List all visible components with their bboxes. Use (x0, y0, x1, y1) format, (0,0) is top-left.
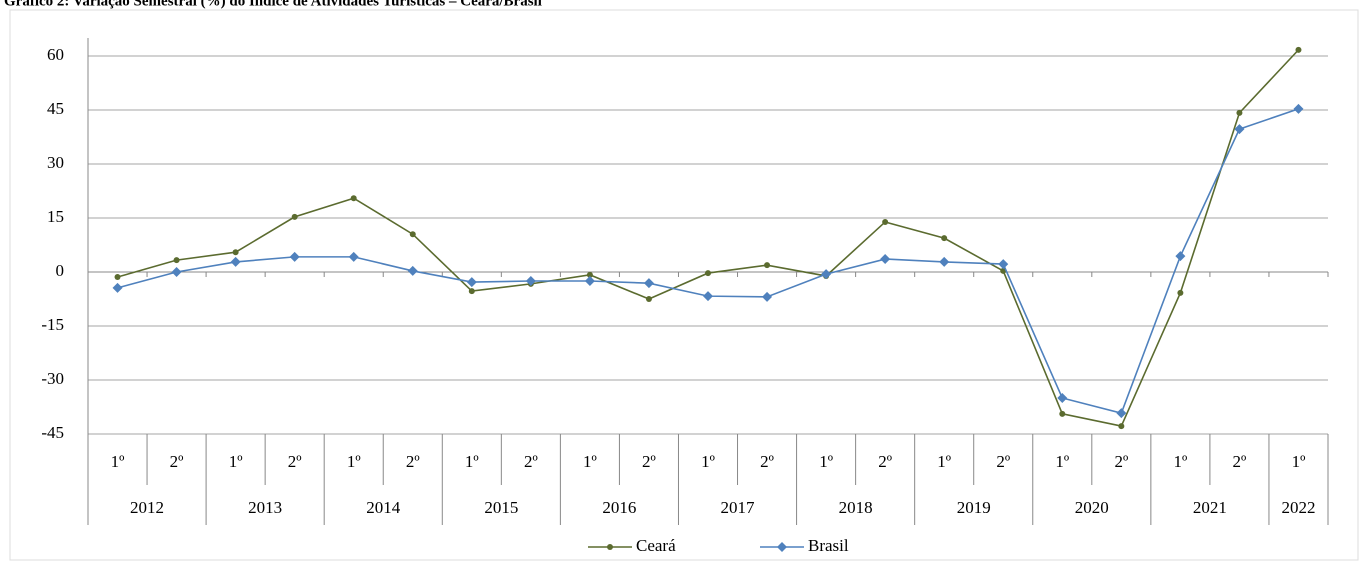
point (468, 288, 475, 295)
point (1175, 251, 1186, 262)
point (525, 276, 536, 286)
point (821, 269, 832, 280)
x-tick-label: 2º (1233, 452, 1247, 471)
legend-marker (777, 542, 787, 552)
point (407, 265, 418, 276)
point (586, 271, 593, 278)
x-tick-label: 2º (288, 452, 302, 471)
chart-border (9, 9, 1359, 561)
x-group-label: 2012 (130, 498, 164, 517)
y-tick-label: -30 (41, 369, 64, 388)
point (291, 213, 298, 220)
point (350, 195, 357, 202)
x-tick-label: 1º (229, 452, 243, 471)
legend-marker (607, 544, 613, 550)
x-group-label: 2022 (1281, 498, 1315, 517)
y-tick-label: -45 (41, 423, 64, 442)
x-tick-label: 1º (111, 452, 125, 471)
point (880, 254, 891, 265)
point (762, 291, 773, 302)
x-tick-label: 1º (465, 452, 479, 471)
point (998, 259, 1009, 270)
point (1116, 408, 1127, 419)
point (1295, 46, 1302, 53)
point (230, 256, 241, 267)
x-group-label: 2015 (484, 498, 518, 517)
point (1057, 393, 1068, 403)
point (882, 218, 889, 225)
x-group-label: 2016 (602, 498, 636, 517)
x-tick-label: 2º (878, 452, 892, 471)
x-tick-label: 1º (1055, 452, 1069, 471)
x-group-label: 2018 (839, 498, 873, 517)
y-tick-label: 60 (47, 45, 64, 64)
point (941, 235, 948, 242)
point (705, 270, 711, 277)
y-tick-label: 45 (47, 99, 64, 118)
point (1059, 410, 1066, 417)
x-group-label: 2013 (248, 498, 282, 517)
point (466, 277, 477, 288)
point (173, 257, 180, 264)
point (645, 296, 652, 302)
x-tick-label: 2º (170, 452, 184, 471)
point (289, 251, 300, 262)
point (232, 249, 239, 256)
point (764, 262, 771, 269)
point (1177, 289, 1184, 296)
x-tick-label: 2º (996, 452, 1010, 471)
legend-label: Brasil (808, 536, 849, 555)
x-tick-label: 2º (1114, 452, 1128, 471)
x-tick-label: 1º (937, 452, 951, 471)
point (1234, 124, 1245, 135)
x-tick-label: 1º (347, 452, 361, 471)
x-tick-label: 1º (1173, 452, 1187, 471)
legend-label: Ceará (636, 536, 676, 555)
x-group-label: 2014 (366, 498, 401, 517)
point (171, 267, 182, 277)
point (584, 276, 595, 286)
y-tick-label: 30 (47, 153, 64, 172)
series-line (117, 49, 1300, 427)
point (643, 278, 654, 289)
x-tick-label: 1º (701, 452, 715, 471)
y-tick-label: 15 (47, 207, 64, 226)
y-tick-label: -15 (41, 315, 64, 334)
x-tick-label: 2º (642, 452, 656, 471)
x-tick-label: 1º (583, 452, 597, 471)
point (114, 274, 121, 281)
x-tick-label: 2º (406, 452, 420, 471)
point (703, 291, 713, 302)
x-tick-label: 2º (524, 452, 538, 471)
x-group-label: 2017 (721, 498, 756, 517)
point (1293, 103, 1304, 114)
x-tick-label: 1º (819, 452, 833, 471)
point (1236, 109, 1243, 116)
x-group-label: 2020 (1075, 498, 1109, 517)
point (1118, 423, 1125, 430)
point (348, 251, 359, 262)
x-tick-label: 1º (1292, 452, 1306, 471)
chart-title: Gráfico 2: Variação Semestral (%) do Índ… (4, 0, 542, 9)
point (112, 282, 123, 293)
x-tick-label: 2º (760, 452, 774, 471)
x-group-label: 2019 (957, 498, 991, 517)
x-group-label: 2021 (1193, 498, 1227, 517)
point (939, 256, 950, 267)
y-tick-label: 0 (56, 261, 65, 280)
point (409, 231, 416, 238)
